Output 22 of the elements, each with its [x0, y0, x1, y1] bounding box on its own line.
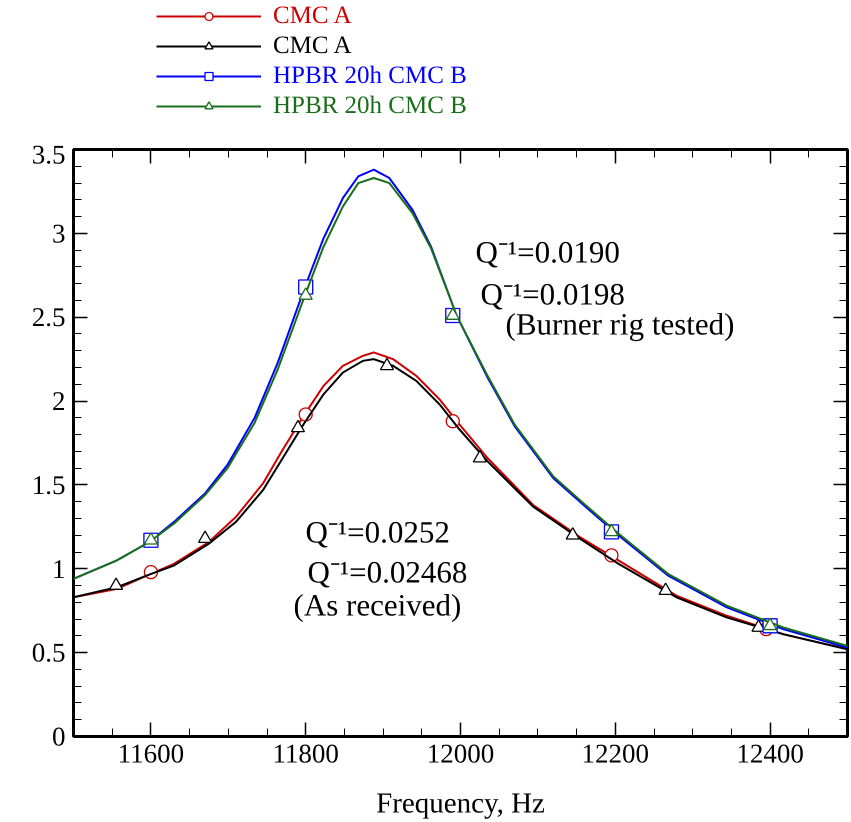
- legend-label: HPBR 20h CMC B: [273, 62, 467, 90]
- x-tick-label: 12200: [582, 738, 650, 768]
- y-tick-label: 1.5: [32, 470, 66, 500]
- x-axis-title: Frequency, Hz: [376, 788, 546, 820]
- y-tick-label: 0: [52, 722, 66, 752]
- legend-label: HPBR 20h CMC B: [273, 92, 467, 120]
- y-tick-label: 2.5: [32, 302, 66, 332]
- x-tick-label: 12400: [736, 738, 804, 768]
- y-tick-label: 0.5: [32, 638, 66, 668]
- annotation: Q⁻¹=0.0252: [306, 514, 450, 550]
- y-tick-label: 3: [52, 218, 66, 248]
- legend-label: CMC A: [273, 32, 352, 60]
- x-tick-label: 12000: [426, 738, 494, 768]
- legend-label: CMC A: [273, 2, 352, 30]
- x-tick-label: 11800: [272, 738, 339, 768]
- annotation: Q⁻¹=0.02468: [308, 554, 468, 590]
- y-tick-label: 1: [52, 554, 66, 584]
- y-tick-label: 2: [52, 386, 66, 416]
- y-tick-label: 3.5: [32, 140, 66, 170]
- x-tick-label: 11600: [118, 738, 184, 768]
- annotation: (As received): [294, 588, 462, 622]
- annotation: Q⁻¹=0.0190: [476, 234, 620, 270]
